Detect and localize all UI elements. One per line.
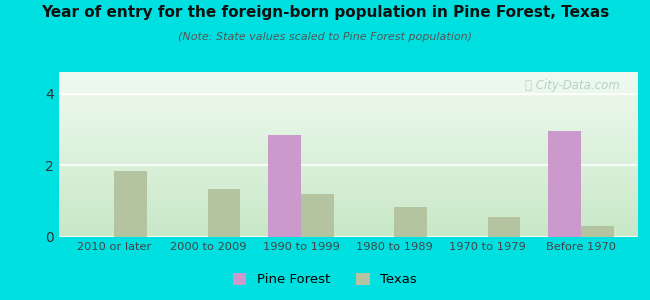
Text: (Note: State values scaled to Pine Forest population): (Note: State values scaled to Pine Fores… (178, 32, 472, 41)
Bar (488, 217, 521, 237)
Text: Ⓜ City-Data.com: Ⓜ City-Data.com (525, 79, 619, 92)
Bar (268, 135, 301, 237)
Bar (301, 194, 333, 237)
Bar (395, 206, 427, 237)
Bar (581, 226, 614, 237)
Bar (208, 189, 240, 237)
Bar (549, 131, 581, 237)
Bar (114, 171, 147, 237)
Legend: Pine Forest, Texas: Pine Forest, Texas (229, 269, 421, 290)
Text: Year of entry for the foreign-born population in Pine Forest, Texas: Year of entry for the foreign-born popul… (41, 4, 609, 20)
